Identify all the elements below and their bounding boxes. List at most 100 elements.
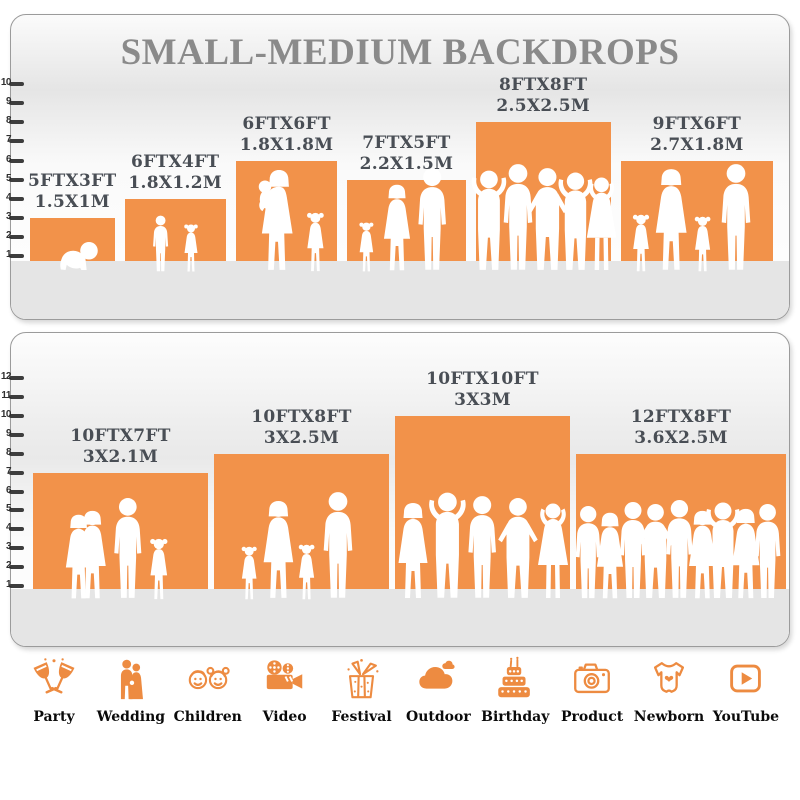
bar-size-label: 6FTX6FT 1.8X1.8M — [218, 114, 355, 156]
size-ft-text: 10FTX10FT — [426, 368, 539, 389]
person-silhouette-man — [316, 491, 360, 601]
backdrop-bar-6ftx4ft — [124, 198, 226, 261]
ruler-tick — [9, 101, 24, 106]
size-m-text: 1.5X1M — [34, 191, 110, 212]
ruler-tick-number: 7 — [5, 134, 12, 146]
ruler-tick-number: 2 — [5, 229, 12, 241]
ruler-tick-number: 9 — [5, 427, 12, 439]
ruler-tick-number: 12 — [0, 371, 12, 383]
person-silhouette-girl — [146, 537, 172, 601]
ruler-tick-number: 7 — [5, 465, 12, 477]
category-label: Children — [173, 709, 242, 725]
category-label: Newborn — [633, 709, 705, 725]
size-m-text: 1.8X1.8M — [239, 134, 334, 155]
bar-size-label: 6FTX4FT 1.8X1.2M — [107, 152, 244, 194]
ruler-tick — [9, 451, 24, 456]
bar-size-label: 9FTX6FT 2.7X1.8M — [603, 114, 791, 156]
festival-icon — [339, 656, 385, 702]
size-m-text: 1.8X1.2M — [128, 172, 222, 193]
ruler-tick — [9, 215, 24, 220]
ruler-tick-number: 1 — [5, 579, 12, 590]
category-party: Party — [18, 656, 90, 725]
ruler-tick — [9, 158, 24, 163]
size-ft-text: 6FTX4FT — [131, 151, 220, 172]
ruler-tick — [9, 196, 24, 201]
bar-size-label: 12FTX8FT 3.6X2.5M — [558, 407, 800, 449]
size-ft-text: 10FTX7FT — [70, 425, 171, 446]
category-label: Birthday — [481, 709, 550, 725]
ruler-tick-number: 3 — [5, 541, 12, 553]
ruler-tick-number: 4 — [5, 522, 12, 534]
size-ft-text: 7FTX5FT — [362, 132, 451, 153]
page-title: SMALL-MEDIUM BACKDROPS — [120, 32, 680, 73]
ruler-tick — [9, 527, 24, 532]
ruler-tick-number: 10 — [0, 408, 12, 420]
category-newborn: Newborn — [633, 656, 705, 725]
ruler-tick — [9, 177, 24, 182]
ruler-tick — [9, 489, 24, 494]
person-silhouette-baby — [48, 239, 101, 273]
product-icon — [569, 656, 615, 702]
size-chart-panel-small: SMALL-MEDIUM BACKDROPS 1 2 3 4 5 6 7 8 9 10 5FTX3F… — [1, 14, 791, 320]
bar-size-label: 5FTX3FT 1.5X1M — [12, 171, 133, 213]
ruler-tick — [9, 376, 24, 381]
person-silhouette-woman — [258, 499, 299, 601]
category-icon-row: Party Wedding Children Video Festival Outdoor… — [18, 656, 782, 725]
ruler-tick-number: 11 — [1, 390, 11, 401]
ruler-tick — [9, 565, 24, 570]
party-icon — [31, 656, 77, 702]
ruler-tick-number: 6 — [5, 484, 12, 496]
ruler-tick — [9, 432, 24, 437]
category-festival: Festival — [326, 656, 398, 725]
size-m-text: 3X2.1M — [82, 446, 159, 467]
size-m-text: 2.7X1.8M — [650, 134, 744, 155]
bar-size-label: 8FTX8FT 2.5X2.5M — [458, 75, 629, 117]
size-ft-text: 10FTX8FT — [251, 406, 352, 427]
size-ft-text: 6FTX6FT — [242, 113, 331, 134]
category-label: Outdoor — [406, 709, 471, 725]
size-m-text: 2.2X1.5M — [359, 153, 454, 174]
size-ft-text: 8FTX8FT — [498, 75, 588, 96]
ruler-tick — [9, 234, 24, 239]
person-silhouette-girl — [303, 211, 328, 273]
category-label: YouTube — [712, 709, 780, 725]
person-silhouette-boy — [149, 215, 172, 273]
youtube-icon — [723, 656, 769, 702]
category-birthday: Birthday — [479, 656, 551, 725]
ruler-tick — [9, 413, 24, 418]
bar-size-label: 7FTX5FT 2.2X1.5M — [329, 133, 483, 175]
person-silhouette-woman — [379, 183, 415, 273]
bar-size-label: 10FTX10FT 3X3M — [377, 369, 588, 411]
wedding-icon — [108, 656, 154, 702]
ruler-tick-number: 8 — [5, 115, 12, 127]
ruler-tick-number: 8 — [5, 446, 12, 458]
ruler-tick — [9, 139, 24, 144]
category-children: Children — [172, 656, 244, 725]
ruler-tick — [9, 508, 24, 513]
person-silhouette-girl — [238, 545, 260, 601]
size-m-text: 2.5X2.5M — [496, 96, 590, 117]
category-outdoor: Outdoor — [402, 656, 474, 725]
size-ft-text: 12FTX8FT — [630, 406, 732, 427]
person-silhouette-girl — [181, 223, 201, 273]
category-label: Festival — [331, 709, 392, 725]
ruler-tick-number: 9 — [5, 96, 12, 108]
person-silhouette-girl — [356, 221, 377, 273]
size-m-text: 3X2.5M — [263, 427, 340, 448]
person-silhouette-man — [411, 167, 453, 273]
person-silhouette-woman — [650, 167, 692, 273]
children-icon — [185, 656, 231, 702]
floor-strip — [11, 589, 789, 646]
floor-strip — [11, 261, 789, 319]
video-icon — [262, 656, 308, 702]
bar-size-label: 10FTX7FT 3X2.1M — [15, 426, 226, 468]
ruler-tick-number: 6 — [5, 153, 12, 165]
ruler-tick-number: 10 — [0, 77, 12, 89]
ruler-tick-number: 2 — [5, 560, 12, 572]
category-video: Video — [249, 656, 321, 725]
ruler-tick-number: 1 — [5, 249, 12, 260]
category-label: Product — [561, 709, 624, 725]
ruler-tick — [9, 470, 24, 475]
size-ft-text: 5FTX3FT — [28, 170, 117, 191]
person-silhouette-woman-baby — [252, 169, 302, 273]
